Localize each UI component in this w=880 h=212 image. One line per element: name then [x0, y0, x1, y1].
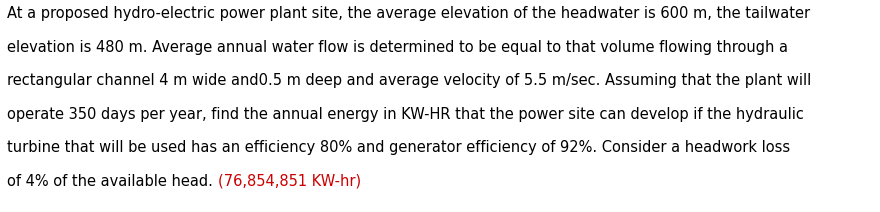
Text: At a proposed hydro-electric power plant site, the average elevation of the head: At a proposed hydro-electric power plant… — [7, 6, 810, 21]
Text: turbine that will be used has an efficiency 80% and generator efficiency of 92%.: turbine that will be used has an efficie… — [7, 140, 790, 155]
Text: elevation is 480 m. Average annual water flow is determined to be equal to that : elevation is 480 m. Average annual water… — [7, 40, 788, 55]
Text: of 4% of the available head.: of 4% of the available head. — [7, 174, 217, 189]
Text: operate 350 days per year, find the annual energy in KW-HR that the power site c: operate 350 days per year, find the annu… — [7, 107, 804, 122]
Text: rectangular channel 4 m wide and0.5 m deep and average velocity of 5.5 m/sec. As: rectangular channel 4 m wide and0.5 m de… — [7, 73, 811, 88]
Text: (76,854,851 KW-hr): (76,854,851 KW-hr) — [217, 174, 361, 189]
